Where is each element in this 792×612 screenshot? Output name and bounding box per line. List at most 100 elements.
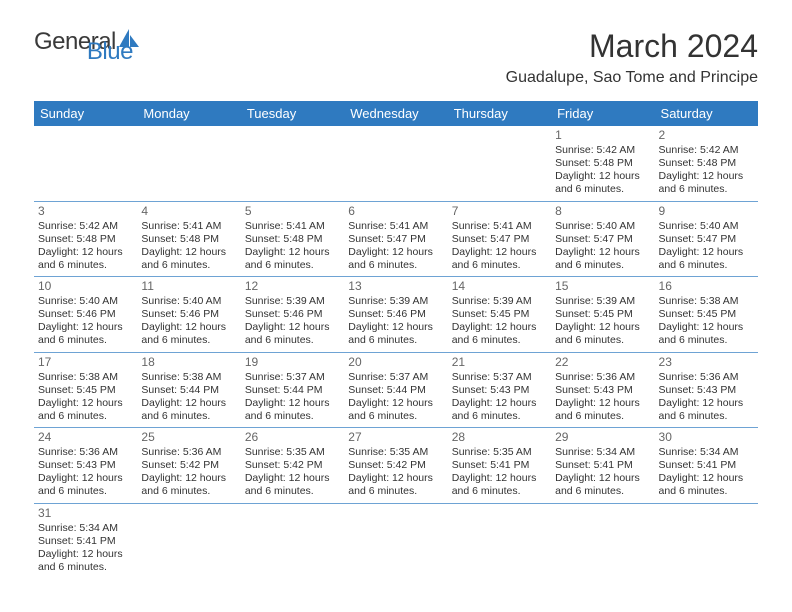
- sunset-text: Sunset: 5:45 PM: [659, 308, 754, 321]
- daylight-text: Daylight: 12 hours and 6 minutes.: [348, 246, 443, 272]
- sunrise-text: Sunrise: 5:37 AM: [452, 371, 547, 384]
- calendar-cell-empty: [551, 503, 654, 578]
- sunset-text: Sunset: 5:43 PM: [38, 459, 133, 472]
- sunrise-text: Sunrise: 5:40 AM: [659, 220, 754, 233]
- calendar-cell: 9Sunrise: 5:40 AMSunset: 5:47 PMDaylight…: [655, 201, 758, 277]
- sunset-text: Sunset: 5:42 PM: [245, 459, 340, 472]
- weekday-header: Friday: [551, 101, 654, 126]
- day-number: 18: [141, 355, 236, 370]
- daylight-text: Daylight: 12 hours and 6 minutes.: [245, 246, 340, 272]
- sunset-text: Sunset: 5:46 PM: [245, 308, 340, 321]
- day-number: 4: [141, 204, 236, 219]
- sunset-text: Sunset: 5:44 PM: [348, 384, 443, 397]
- calendar-cell: 24Sunrise: 5:36 AMSunset: 5:43 PMDayligh…: [34, 428, 137, 504]
- day-number: 2: [659, 128, 754, 143]
- daylight-text: Daylight: 12 hours and 6 minutes.: [659, 397, 754, 423]
- daylight-text: Daylight: 12 hours and 6 minutes.: [348, 321, 443, 347]
- calendar-cell-empty: [34, 126, 137, 201]
- sunset-text: Sunset: 5:41 PM: [452, 459, 547, 472]
- calendar-cell: 20Sunrise: 5:37 AMSunset: 5:44 PMDayligh…: [344, 352, 447, 428]
- daylight-text: Daylight: 12 hours and 6 minutes.: [452, 472, 547, 498]
- calendar-cell: 16Sunrise: 5:38 AMSunset: 5:45 PMDayligh…: [655, 277, 758, 353]
- calendar-cell-empty: [241, 126, 344, 201]
- day-number: 29: [555, 430, 650, 445]
- calendar-row: 31Sunrise: 5:34 AMSunset: 5:41 PMDayligh…: [34, 503, 758, 578]
- calendar-row: 1Sunrise: 5:42 AMSunset: 5:48 PMDaylight…: [34, 126, 758, 201]
- daylight-text: Daylight: 12 hours and 6 minutes.: [38, 397, 133, 423]
- weekday-label: Sunday: [40, 106, 84, 121]
- sunrise-text: Sunrise: 5:41 AM: [452, 220, 547, 233]
- day-number: 30: [659, 430, 754, 445]
- calendar-cell: 7Sunrise: 5:41 AMSunset: 5:47 PMDaylight…: [448, 201, 551, 277]
- day-number: 11: [141, 279, 236, 294]
- sunrise-text: Sunrise: 5:39 AM: [555, 295, 650, 308]
- day-number: 5: [245, 204, 340, 219]
- day-number: 9: [659, 204, 754, 219]
- day-number: 19: [245, 355, 340, 370]
- weekday-label: Tuesday: [247, 106, 296, 121]
- sunrise-text: Sunrise: 5:42 AM: [38, 220, 133, 233]
- sunrise-text: Sunrise: 5:41 AM: [141, 220, 236, 233]
- sunset-text: Sunset: 5:46 PM: [348, 308, 443, 321]
- location: Guadalupe, Sao Tome and Principe: [506, 69, 758, 87]
- sunrise-text: Sunrise: 5:40 AM: [38, 295, 133, 308]
- daylight-text: Daylight: 12 hours and 6 minutes.: [245, 397, 340, 423]
- page-header: General Blue March 2024 Guadalupe, Sao T…: [34, 28, 758, 95]
- day-number: 12: [245, 279, 340, 294]
- calendar-cell-empty: [655, 503, 758, 578]
- calendar-cell-empty: [448, 126, 551, 201]
- calendar-cell: 25Sunrise: 5:36 AMSunset: 5:42 PMDayligh…: [137, 428, 240, 504]
- sunset-text: Sunset: 5:44 PM: [245, 384, 340, 397]
- sunset-text: Sunset: 5:46 PM: [38, 308, 133, 321]
- sunset-text: Sunset: 5:48 PM: [141, 233, 236, 246]
- day-number: 26: [245, 430, 340, 445]
- calendar-row: 10Sunrise: 5:40 AMSunset: 5:46 PMDayligh…: [34, 277, 758, 353]
- sunrise-text: Sunrise: 5:38 AM: [38, 371, 133, 384]
- day-number: 15: [555, 279, 650, 294]
- sunset-text: Sunset: 5:48 PM: [659, 157, 754, 170]
- sunrise-text: Sunrise: 5:38 AM: [141, 371, 236, 384]
- calendar-row: 24Sunrise: 5:36 AMSunset: 5:43 PMDayligh…: [34, 428, 758, 504]
- calendar-cell: 22Sunrise: 5:36 AMSunset: 5:43 PMDayligh…: [551, 352, 654, 428]
- sunrise-text: Sunrise: 5:34 AM: [555, 446, 650, 459]
- day-number: 27: [348, 430, 443, 445]
- daylight-text: Daylight: 12 hours and 6 minutes.: [348, 472, 443, 498]
- calendar-cell-empty: [241, 503, 344, 578]
- calendar-cell: 13Sunrise: 5:39 AMSunset: 5:46 PMDayligh…: [344, 277, 447, 353]
- sunset-text: Sunset: 5:45 PM: [452, 308, 547, 321]
- calendar-body: 1Sunrise: 5:42 AMSunset: 5:48 PMDaylight…: [34, 126, 758, 578]
- sunrise-text: Sunrise: 5:37 AM: [348, 371, 443, 384]
- calendar-cell: 15Sunrise: 5:39 AMSunset: 5:45 PMDayligh…: [551, 277, 654, 353]
- sunrise-text: Sunrise: 5:36 AM: [555, 371, 650, 384]
- sunrise-text: Sunrise: 5:41 AM: [245, 220, 340, 233]
- sunrise-text: Sunrise: 5:38 AM: [659, 295, 754, 308]
- calendar-cell: 3Sunrise: 5:42 AMSunset: 5:48 PMDaylight…: [34, 201, 137, 277]
- day-number: 21: [452, 355, 547, 370]
- sunset-text: Sunset: 5:44 PM: [141, 384, 236, 397]
- daylight-text: Daylight: 12 hours and 6 minutes.: [141, 246, 236, 272]
- daylight-text: Daylight: 12 hours and 6 minutes.: [452, 246, 547, 272]
- daylight-text: Daylight: 12 hours and 6 minutes.: [452, 321, 547, 347]
- calendar-cell: 5Sunrise: 5:41 AMSunset: 5:48 PMDaylight…: [241, 201, 344, 277]
- sunset-text: Sunset: 5:47 PM: [348, 233, 443, 246]
- weekday-label: Wednesday: [350, 106, 418, 121]
- daylight-text: Daylight: 12 hours and 6 minutes.: [555, 397, 650, 423]
- calendar-cell-empty: [344, 503, 447, 578]
- daylight-text: Daylight: 12 hours and 6 minutes.: [555, 472, 650, 498]
- day-number: 1: [555, 128, 650, 143]
- day-number: 8: [555, 204, 650, 219]
- calendar-cell-empty: [448, 503, 551, 578]
- calendar-cell: 28Sunrise: 5:35 AMSunset: 5:41 PMDayligh…: [448, 428, 551, 504]
- sunrise-text: Sunrise: 5:42 AM: [659, 144, 754, 157]
- day-number: 28: [452, 430, 547, 445]
- day-number: 13: [348, 279, 443, 294]
- sunrise-text: Sunrise: 5:41 AM: [348, 220, 443, 233]
- daylight-text: Daylight: 12 hours and 6 minutes.: [245, 321, 340, 347]
- daylight-text: Daylight: 12 hours and 6 minutes.: [245, 472, 340, 498]
- sunrise-text: Sunrise: 5:36 AM: [38, 446, 133, 459]
- calendar-cell: 21Sunrise: 5:37 AMSunset: 5:43 PMDayligh…: [448, 352, 551, 428]
- daylight-text: Daylight: 12 hours and 6 minutes.: [38, 246, 133, 272]
- calendar-cell: 29Sunrise: 5:34 AMSunset: 5:41 PMDayligh…: [551, 428, 654, 504]
- day-number: 3: [38, 204, 133, 219]
- sunrise-text: Sunrise: 5:39 AM: [452, 295, 547, 308]
